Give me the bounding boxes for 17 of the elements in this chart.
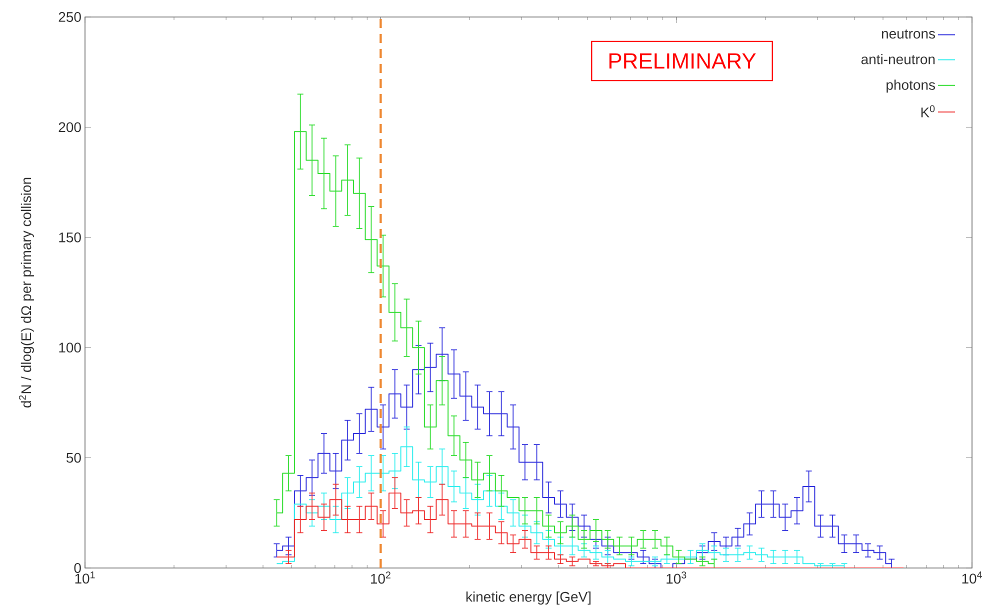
x-axis-title: kinetic energy [GeV] bbox=[466, 592, 591, 605]
y-tick-label: 0 bbox=[74, 563, 81, 573]
x-tick-label: 10$^{4}$ bbox=[962, 572, 982, 584]
x-tick-label: 10$^{2}$ bbox=[370, 572, 390, 584]
y-tick-label: 150 bbox=[59, 232, 81, 242]
y-tick-label: 100 bbox=[59, 342, 81, 353]
legend-label: neutrons bbox=[882, 29, 936, 39]
legend-label: anti-neutron bbox=[861, 54, 935, 64]
y-axis-title: d$^{2}$N / dlog(E) dΩ per primary collision bbox=[18, 178, 34, 408]
legend-label: photons bbox=[886, 80, 936, 93]
y-tick-label: 50 bbox=[66, 452, 81, 463]
x-tick-label: 10$^{3}$ bbox=[666, 572, 686, 584]
y-tick-label: 250 bbox=[58, 12, 81, 22]
x-tick-label: 10$^{1}$ bbox=[75, 572, 95, 584]
legend-label: K$^{0}$ bbox=[921, 105, 935, 118]
annotation: PRELIMINARY bbox=[609, 53, 756, 69]
y-tick-label: 200 bbox=[58, 122, 81, 132]
